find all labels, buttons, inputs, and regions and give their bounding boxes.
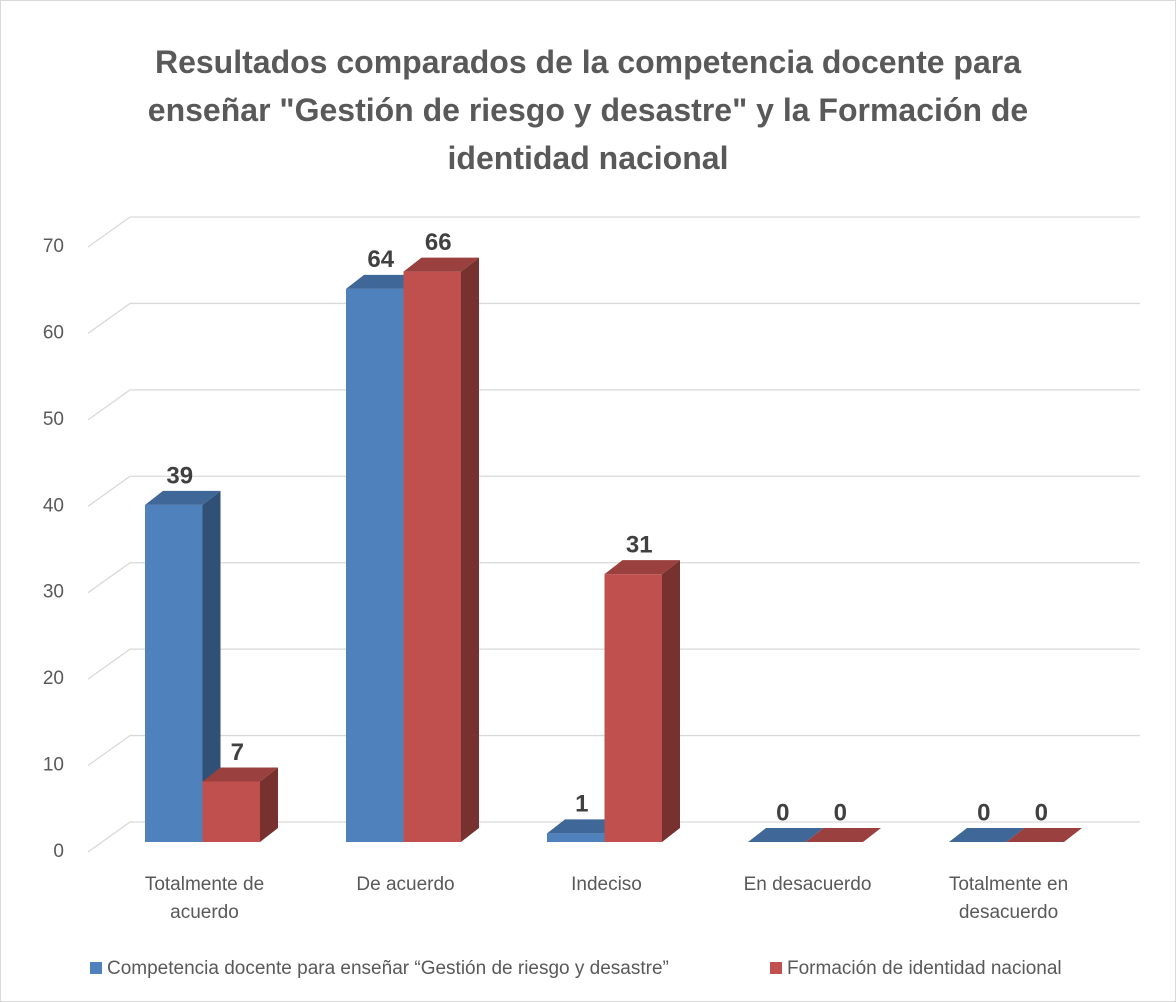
grid-line [87, 216, 1140, 248]
y-tick-label: 0 [53, 841, 64, 862]
grid-line [87, 389, 1140, 421]
chart-title: Resultados comparados de la competencia … [147, 44, 1029, 176]
bar-side [202, 490, 221, 842]
bar-top [547, 819, 623, 834]
bar-front [145, 504, 203, 842]
data-label: 66 [425, 229, 452, 256]
bar-front [547, 833, 605, 842]
bar-top [346, 274, 422, 289]
bar [403, 257, 479, 843]
data-label: 39 [166, 462, 193, 489]
bar-top [805, 828, 881, 842]
x-tick-label: Totalmente en desacuerdo [948, 874, 1069, 923]
x-tick-label: Totalmente de acuerdo [144, 874, 265, 923]
data-label: 0 [1035, 799, 1048, 826]
bar-top [202, 767, 278, 782]
data-label: 1 [575, 791, 588, 818]
grid-line [87, 648, 1140, 680]
y-tick-label: 10 [43, 755, 64, 776]
legend-item: Competencia docente para enseñar “Gestió… [90, 958, 669, 980]
y-tick-label: 50 [43, 409, 64, 430]
bar-top [604, 560, 680, 575]
x-tick-label: En desacuerdo [743, 874, 872, 895]
grid-line [87, 562, 1140, 594]
bar-front [346, 288, 404, 842]
grid-line [87, 302, 1140, 334]
data-label: 31 [626, 531, 653, 558]
legend-swatch [90, 962, 102, 974]
bar-side [260, 767, 278, 842]
bar-front [604, 574, 662, 842]
bar-top [145, 490, 221, 505]
bar [805, 828, 881, 842]
bar [1006, 828, 1082, 842]
y-tick-label: 20 [43, 668, 64, 689]
grid-line [87, 475, 1140, 507]
bar-top [949, 828, 1025, 842]
data-label: 7 [231, 739, 244, 766]
bar-front [403, 271, 461, 843]
x-tick-label: De acuerdo [356, 874, 455, 895]
bar [145, 490, 221, 842]
bar-top [1006, 828, 1082, 842]
data-label: 64 [367, 246, 394, 273]
y-tick-label: 60 [43, 322, 64, 343]
bar [748, 828, 824, 842]
y-tick-label: 70 [43, 236, 64, 257]
grid-line [87, 734, 1140, 767]
data-label: 0 [834, 799, 847, 826]
y-tick-label: 40 [43, 495, 64, 516]
grid-line [87, 821, 1140, 853]
bar-side [461, 257, 479, 843]
data-label: 0 [977, 799, 990, 826]
bar-top [748, 828, 824, 842]
bar [202, 767, 278, 842]
bar-front [202, 781, 260, 842]
legend-swatch [770, 962, 782, 974]
bar-side [662, 560, 680, 842]
x-tick-label: Indeciso [571, 874, 642, 895]
data-label: 0 [776, 799, 789, 826]
bar-top [403, 257, 479, 272]
bar [949, 828, 1025, 842]
y-tick-label: 30 [43, 582, 64, 603]
bar [604, 560, 680, 842]
legend-label: Formación de identidad nacional [787, 958, 1062, 979]
legend-item: Formación de identidad nacional [770, 958, 1062, 980]
legend-label: Competencia docente para enseñar “Gestió… [107, 958, 669, 979]
